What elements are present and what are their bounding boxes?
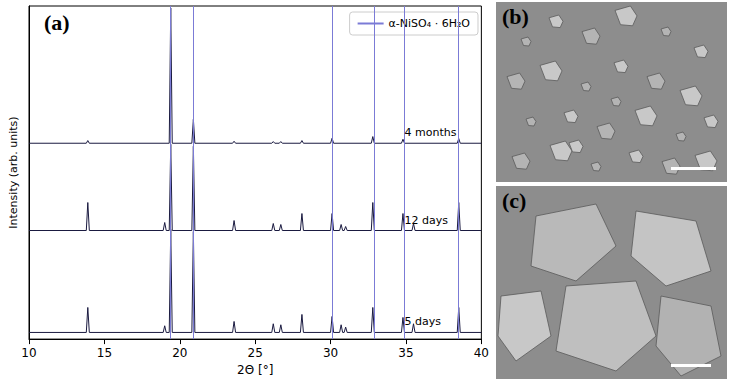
html-text:(a): (a) bbox=[44, 10, 70, 35]
svg-text:35: 35 bbox=[398, 346, 413, 360]
svg-text:20: 20 bbox=[172, 346, 187, 360]
html-text:(c): (c) bbox=[502, 188, 527, 213]
svg-text:α-NiSO₄ · 6H₂O: α-NiSO₄ · 6H₂O bbox=[388, 17, 470, 30]
svg-text:Intensity (arb. units): Intensity (arb. units) bbox=[7, 116, 20, 228]
svg-text:25: 25 bbox=[248, 346, 263, 360]
svg-text:2Θ [°]: 2Θ [°] bbox=[237, 363, 273, 377]
svg-text:15: 15 bbox=[97, 346, 112, 360]
svg-text:10: 10 bbox=[21, 346, 36, 360]
svg-text:4 months: 4 months bbox=[404, 126, 456, 139]
svg-text:5 days: 5 days bbox=[404, 315, 441, 328]
svg-text:12 days: 12 days bbox=[404, 214, 448, 227]
svg-text:40: 40 bbox=[474, 346, 489, 360]
html-text:(b): (b) bbox=[502, 4, 529, 29]
svg-text:30: 30 bbox=[323, 346, 338, 360]
